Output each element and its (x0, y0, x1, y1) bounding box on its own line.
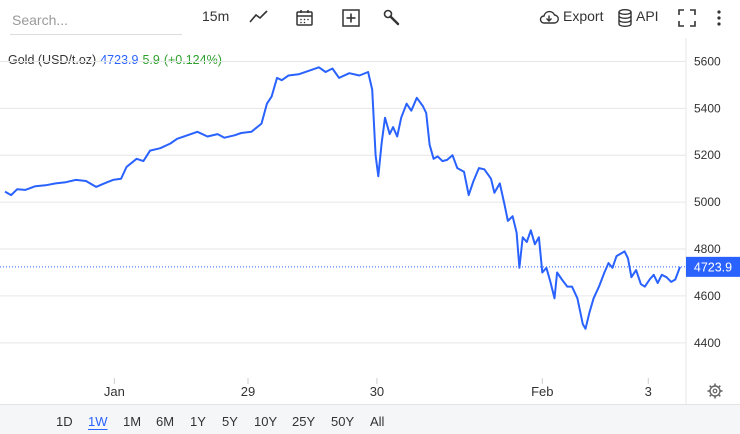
range-bar: 1D 1W 1M 6M 1Y 5Y 10Y 25Y 50Y All (0, 404, 740, 434)
last-price-tag-text: 4723.9 (694, 260, 732, 274)
database-icon[interactable] (614, 7, 636, 29)
api-button[interactable]: API (636, 8, 659, 24)
calendar-icon[interactable] (294, 7, 316, 29)
x-axis: Jan 29 30 Feb 3 (104, 378, 652, 399)
range-1y[interactable]: 1Y (190, 414, 206, 429)
range-25y[interactable]: 25Y (292, 414, 316, 429)
range-5y[interactable]: 5Y (222, 414, 238, 429)
legend-symbol: Gold (USD/t.oz) (8, 53, 97, 67)
price-chart[interactable]: 4400 4600 4800 5000 5200 5400 5600 Jan 29 30 Feb 3… (0, 38, 740, 404)
y-tick-label-4800: 4800 (694, 242, 721, 256)
x-tick-label-0: Jan (104, 384, 125, 399)
x-tick-label-4: 3 (645, 384, 652, 399)
range-10y[interactable]: 10Y (254, 414, 278, 429)
range-1m[interactable]: 1M (123, 414, 142, 429)
range-6m[interactable]: 6M (156, 414, 175, 429)
y-tick-label-5200: 5200 (694, 148, 721, 162)
y-tick-label-4600: 4600 (694, 289, 721, 303)
range-50y[interactable]: 50Y (331, 414, 355, 429)
toolbar: 15m Export API (0, 0, 740, 38)
y-tick-label-5600: 5600 (694, 54, 721, 68)
settings-icon[interactable] (707, 383, 723, 399)
x-tick-label-3: Feb (531, 384, 553, 399)
wrench-icon[interactable] (381, 7, 403, 29)
legend-change: 5.9 (142, 53, 160, 67)
last-price-tag: 4723.9 (686, 256, 740, 277)
legend: Gold (USD/t.oz) 4723.9 5.9 (+0.124%) (8, 53, 222, 67)
y-axis: 4400 4600 4800 5000 5200 5400 5600 (694, 54, 721, 349)
interval-selector[interactable]: 15m (202, 8, 230, 24)
cloud-download-icon[interactable] (538, 7, 560, 29)
range-1w[interactable]: 1W (88, 414, 108, 429)
export-button[interactable]: Export (563, 8, 604, 24)
add-indicator-icon[interactable] (340, 7, 362, 29)
grid (0, 60, 686, 344)
x-tick-label-1: 29 (241, 384, 255, 399)
chart-type-icon[interactable] (248, 7, 270, 29)
y-tick-label-5000: 5000 (694, 195, 721, 209)
search-input[interactable] (10, 6, 182, 35)
legend-price: 4723.9 (100, 53, 139, 67)
gold-price-line (4, 66, 681, 330)
more-options-icon[interactable] (708, 7, 730, 29)
range-all[interactable]: All (370, 414, 385, 429)
range-1d[interactable]: 1D (56, 414, 73, 429)
legend-change-pct: (+0.124%) (163, 53, 222, 67)
y-tick-label-5400: 5400 (694, 101, 721, 115)
fullscreen-icon[interactable] (676, 7, 698, 29)
x-tick-label-2: 30 (370, 384, 384, 399)
y-tick-label-4400: 4400 (694, 336, 721, 350)
last-price-tag-bg (686, 256, 740, 277)
